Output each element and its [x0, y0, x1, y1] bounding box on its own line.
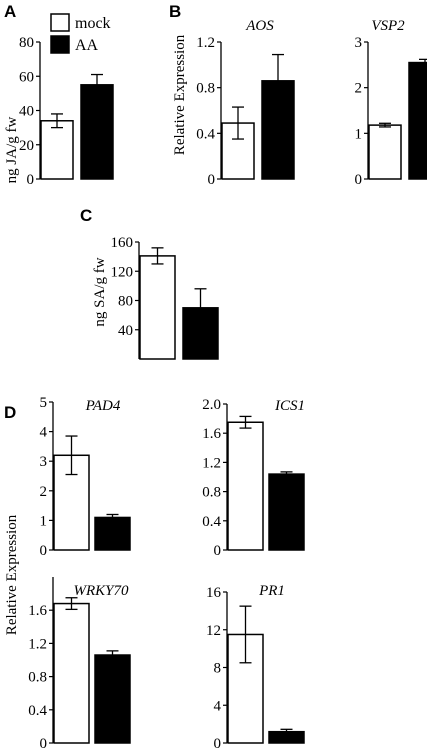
y-tick-label-a-4: 80	[19, 35, 34, 51]
y-tick-label-d1-1: 1	[40, 513, 48, 529]
y-tick-label-d2-4: 1.6	[202, 426, 221, 442]
y-tick-label-d1-0: 0	[40, 543, 48, 559]
panel-letter-d: D	[4, 403, 16, 422]
chart-d1: 0 1 2 3 4 5 PAD4	[40, 395, 131, 559]
bar-a-mock	[40, 120, 74, 180]
bar-a-aa	[80, 84, 114, 180]
y-tick-label-d2-2: 0.8	[202, 485, 221, 501]
y-tick-label-b1-2: 0.8	[196, 81, 215, 97]
bar-b2-aa	[408, 61, 427, 180]
y-tick-label-d3-3: 1.2	[28, 636, 47, 652]
y-tick-label-b1-1: 0.4	[196, 126, 215, 142]
y-tick-label-d4-4: 16	[206, 585, 222, 601]
bar-d2-aa	[268, 473, 305, 551]
y-tick-label-d3-4: 1.6	[28, 603, 47, 619]
y-tick-label-a-1: 20	[19, 138, 34, 154]
y-tick-label-a-0: 0	[27, 172, 35, 188]
panel-letter-a: A	[4, 2, 16, 21]
y-tick-label-d1-5: 5	[40, 395, 48, 411]
y-tick-label-a-2: 40	[19, 104, 34, 120]
legend-label-mock: mock	[75, 15, 111, 32]
y-tick-label-b2-0: 0	[355, 172, 363, 188]
chart-title-d1: PAD4	[85, 398, 121, 414]
y-tick-label-b2-3: 3	[355, 35, 363, 51]
y-tick-label-c-0: 40	[118, 323, 133, 339]
chart-a: 0 20 40 60 80	[19, 35, 114, 188]
chart-title-d3: WRKY70	[73, 583, 129, 599]
y-axis-label-d: Relative Expression	[4, 514, 20, 635]
y-tick-label-a-3: 60	[19, 69, 34, 85]
y-tick-label-d4-3: 12	[206, 623, 221, 639]
bar-d3-aa	[94, 654, 131, 744]
chart-d2: 0 0.4 0.8 1.2 1.6 2.0 ICS1	[202, 397, 305, 559]
y-tick-label-b1-3: 1.2	[196, 35, 215, 51]
y-tick-label-d1-3: 3	[40, 454, 48, 470]
y-tick-label-d2-1: 0.4	[202, 514, 221, 530]
y-tick-label-d3-1: 0.4	[28, 703, 47, 719]
bar-c-mock	[139, 255, 176, 360]
y-tick-label-d3-0: 0	[40, 736, 48, 750]
y-tick-label-d4-1: 4	[214, 698, 222, 714]
panel-letter-b: B	[169, 2, 181, 21]
legend-swatch-aa	[50, 35, 70, 54]
y-tick-label-d1-4: 4	[40, 425, 48, 441]
y-tick-label-d3-2: 0.8	[28, 670, 47, 686]
y-tick-label-c-1: 80	[118, 294, 133, 310]
bar-b2-mock	[368, 124, 402, 180]
y-axis-label-c: ng SA/g fw	[92, 257, 108, 326]
y-tick-label-c-2: 120	[111, 264, 134, 280]
y-tick-label-d2-5: 2.0	[202, 397, 221, 413]
chart-b1: 0 0.4 0.8 1.2 AOS	[196, 18, 295, 188]
y-tick-label-d2-3: 1.2	[202, 455, 221, 471]
bar-d2-mock	[227, 421, 264, 551]
y-axis-label-b: Relative Expression	[172, 34, 188, 155]
legend-swatch-mock	[50, 13, 70, 32]
y-tick-label-d1-2: 2	[40, 484, 48, 500]
chart-title-b1: AOS	[245, 18, 274, 34]
chart-c: 40 80 120 160	[111, 235, 219, 360]
y-tick-label-d4-0: 0	[214, 736, 222, 750]
y-tick-label-d2-0: 0	[214, 543, 222, 559]
chart-b2: 0 1 2 3 VSP2	[355, 18, 427, 188]
y-tick-label-b2-1: 1	[355, 126, 363, 142]
y-tick-label-d4-2: 8	[214, 661, 222, 677]
y-tick-label-b1-0: 0	[208, 172, 216, 188]
charts-group: 02040608000.40.81.2AOS0123VSP24080120160…	[19, 18, 427, 750]
bar-d3-mock	[53, 602, 90, 744]
chart-d4: 0 4 8 12 16 PR1	[206, 583, 305, 750]
chart-title-b2: VSP2	[371, 18, 405, 34]
panel-letter-c: C	[80, 206, 92, 225]
chart-title-d2: ICS1	[274, 398, 305, 414]
y-tick-label-b2-2: 2	[355, 81, 363, 97]
chart-title-d4: PR1	[258, 583, 285, 599]
y-tick-label-c-3: 160	[111, 235, 134, 251]
legend-label-aa: AA	[75, 37, 99, 54]
bar-d1-aa	[94, 516, 131, 551]
chart-d3: 0 0.4 0.8 1.2 1.6 WRKY70	[28, 577, 131, 750]
y-axis-label-a: ng JA/g fw	[4, 117, 20, 184]
